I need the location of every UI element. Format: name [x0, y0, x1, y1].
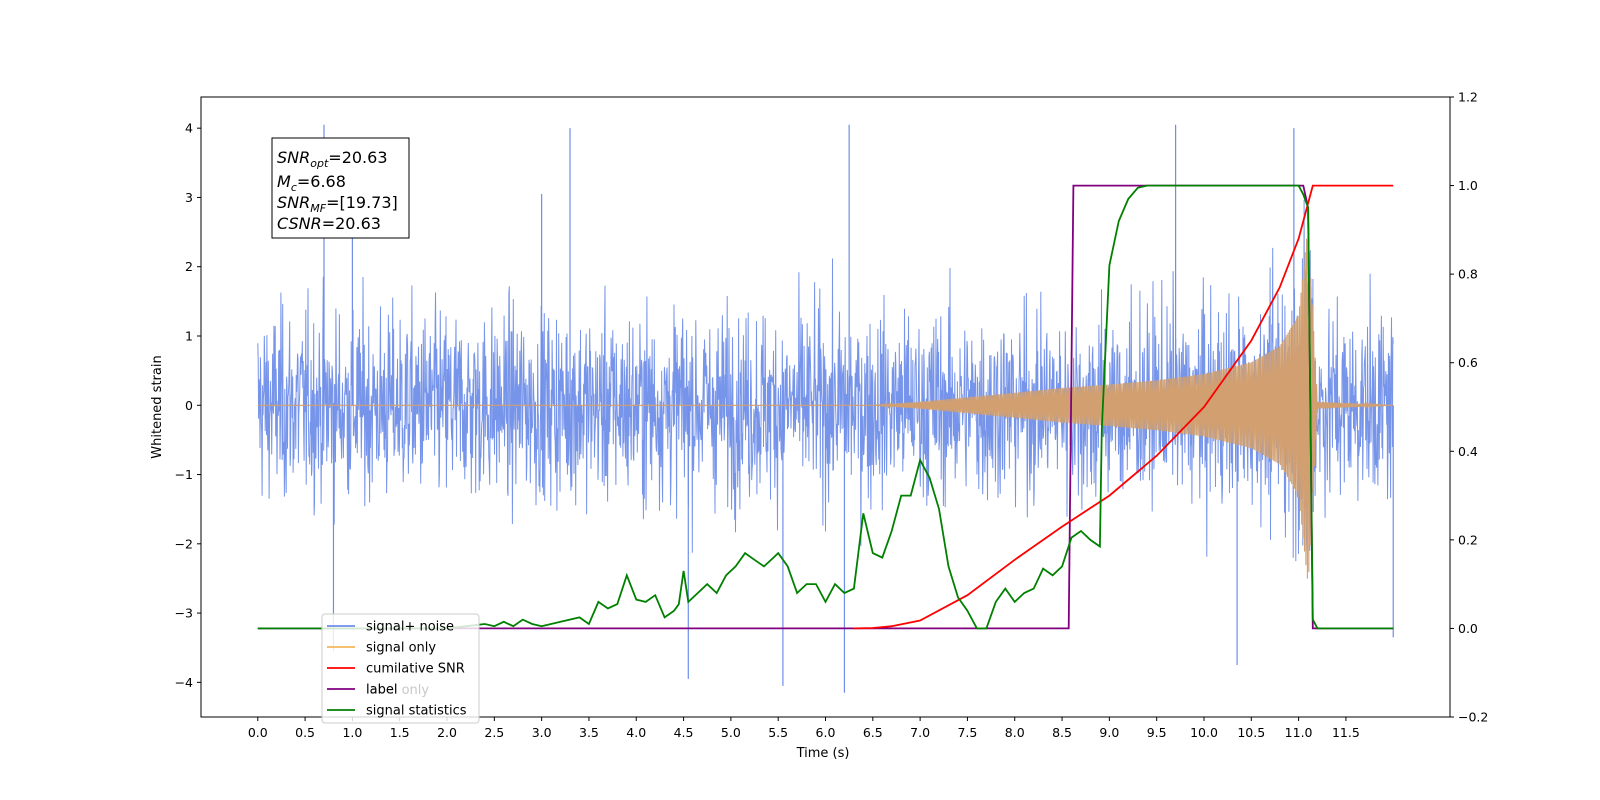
x-tick-label: 4.0	[626, 725, 646, 740]
y2-tick-label: 1.2	[1458, 90, 1478, 105]
y-tick-label: −4	[175, 675, 193, 690]
y2-tick-label: 0.6	[1458, 355, 1478, 370]
series-lines	[257, 184, 1394, 630]
series-signal-noise	[257, 124, 1394, 693]
y-tick-label: −1	[175, 467, 193, 482]
x-tick-label: 10.0	[1190, 725, 1218, 740]
x-tick-label: 6.5	[863, 725, 883, 740]
x-tick-label: 2.0	[437, 725, 457, 740]
x-tick-label: 9.5	[1147, 725, 1167, 740]
signal-trace	[257, 225, 1394, 579]
y-axis-right: −0.2 0.0 0.2 0.4 0.6 0.8 1.0 1.2	[1450, 90, 1488, 725]
stats-box: SNRopt=20.63 Mc=6.68 SNRMF=[19.73] CSNR=…	[271, 137, 410, 239]
y-tick-label: 2	[185, 259, 193, 274]
y2-tick-label: 0.8	[1458, 267, 1478, 282]
series-signal-statistics	[257, 184, 1394, 630]
x-tick-label: 1.5	[390, 725, 410, 740]
stats-line-snr-opt: SNRopt=20.63	[277, 148, 388, 170]
x-tick-label: 9.0	[1099, 725, 1119, 740]
y-tick-label: 1	[185, 328, 193, 343]
x-tick-label: 4.5	[674, 725, 694, 740]
x-tick-label: 0.0	[248, 725, 268, 740]
y-tick-label: −3	[175, 606, 193, 621]
y-tick-label: 4	[185, 121, 193, 136]
legend-hidden-text: label only	[366, 683, 429, 698]
x-tick-label: 8.0	[1005, 725, 1025, 740]
y-axis-label: Whitened strain	[150, 355, 165, 458]
y-tick-label: −2	[175, 536, 193, 551]
legend-label: label	[366, 683, 397, 698]
x-tick-label: 1.0	[342, 725, 362, 740]
y2-tick-label: 0.0	[1458, 621, 1478, 636]
x-tick-label: 2.5	[484, 725, 504, 740]
legend-label: cumilative SNR	[366, 662, 465, 677]
y2-tick-label: 0.2	[1458, 532, 1478, 547]
legend-label: signal+ noise	[366, 620, 454, 635]
x-tick-label: 5.0	[721, 725, 741, 740]
legend-label: signal statistics	[366, 704, 467, 719]
x-tick-label: 7.0	[910, 725, 930, 740]
y-axis-left: −4 −3 −2 −1 0 1 2 3 4	[175, 121, 201, 690]
y-tick-label: 0	[185, 398, 193, 413]
x-axis: 0.0 0.5 1.0 1.5 2.0 2.5 3.0 3.5 4.0 4.5 5.0 5.5 6.0 6…	[248, 717, 1360, 740]
y2-tick-label: 1.0	[1458, 178, 1478, 193]
y2-tick-label: 0.4	[1458, 444, 1478, 459]
legend: label only signal+ noise signal only cumil…	[321, 613, 480, 724]
y2-tick-label: −0.2	[1458, 710, 1488, 725]
stats-line-csnr: CSNR=20.63	[277, 214, 381, 233]
series-signal-only	[257, 225, 1394, 579]
series-label	[257, 184, 1394, 630]
series-cumilative-snr	[853, 184, 1394, 630]
x-tick-label: 7.5	[957, 725, 977, 740]
x-tick-label: 11.0	[1285, 725, 1313, 740]
x-tick-label: 0.5	[295, 725, 315, 740]
x-axis-label: Time (s)	[796, 746, 850, 761]
legend-label: signal only	[366, 641, 436, 656]
x-tick-label: 3.0	[532, 725, 552, 740]
x-tick-label: 6.0	[816, 725, 836, 740]
y-tick-label: 3	[185, 190, 193, 205]
stats-line-snr-mf: SNRMF=[19.73]	[277, 193, 398, 215]
x-tick-label: 8.5	[1052, 725, 1072, 740]
x-tick-label: 10.5	[1237, 725, 1265, 740]
x-tick-label: 3.5	[579, 725, 599, 740]
x-tick-label: 5.5	[768, 725, 788, 740]
stats-line-mc: Mc=6.68	[277, 172, 346, 194]
x-tick-label: 11.5	[1332, 725, 1360, 740]
